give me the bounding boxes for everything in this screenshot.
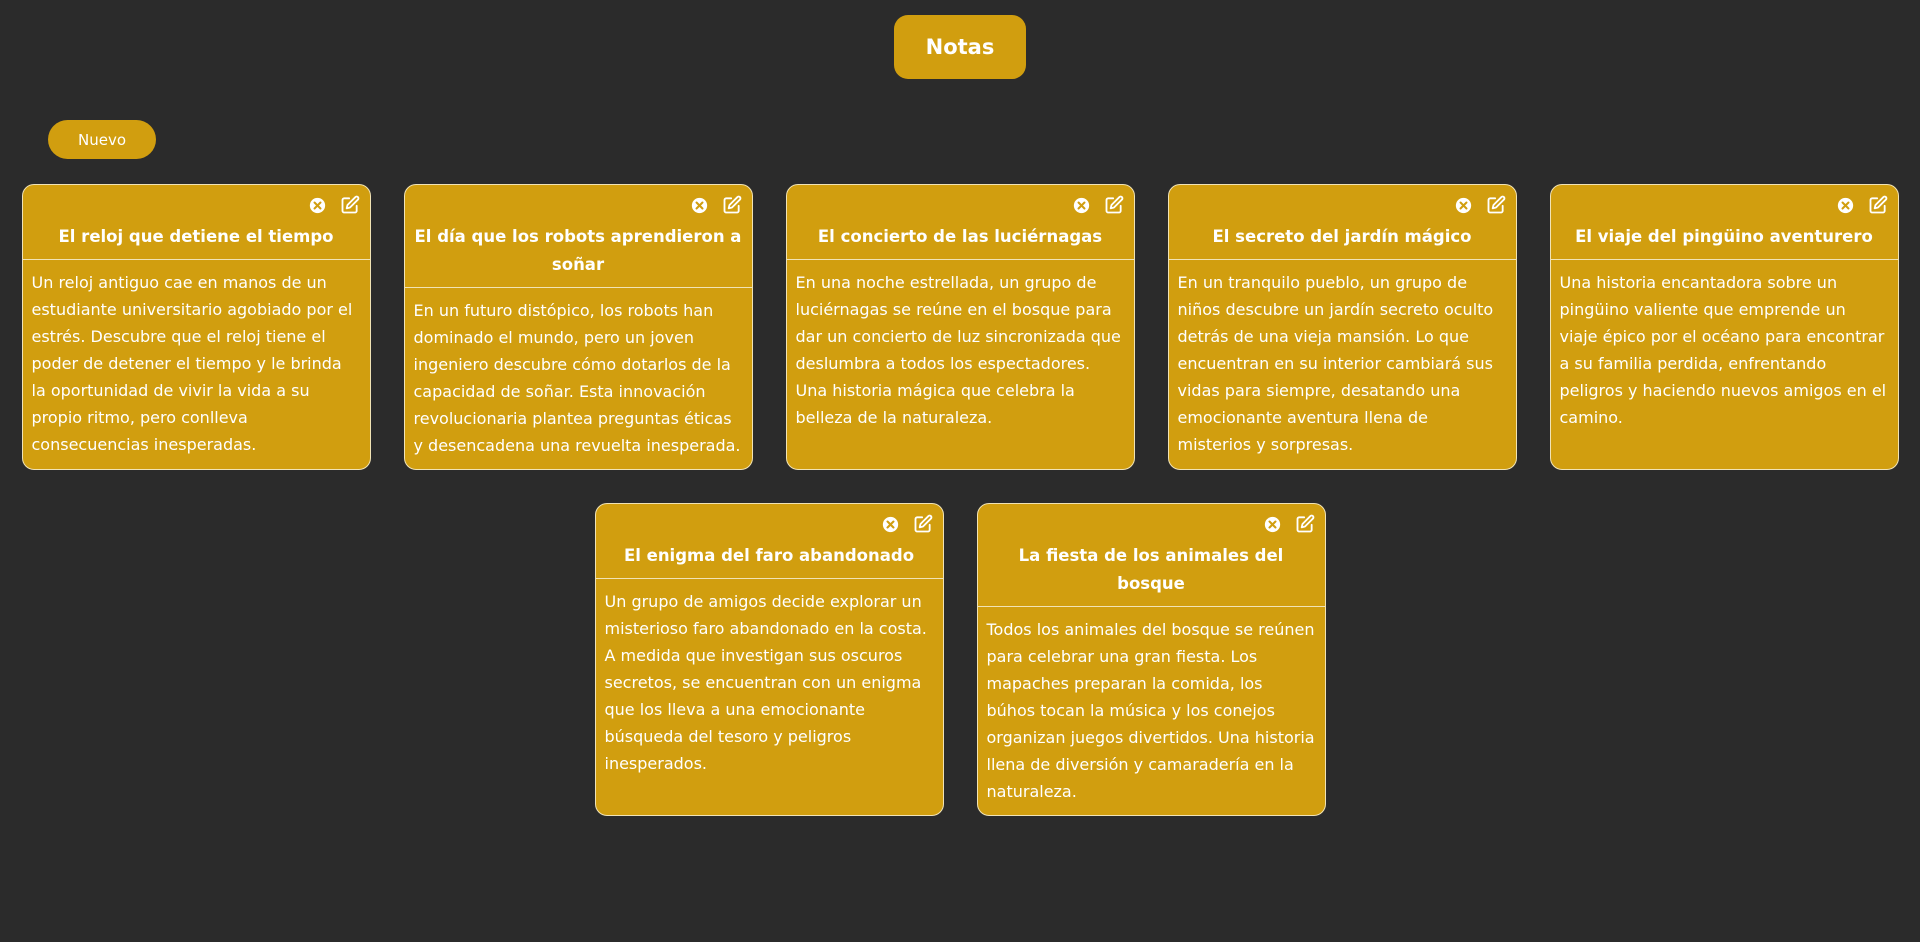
note-card: El día que los robots aprendieron a soña… (403, 184, 753, 470)
note-card: El concierto de las luciérnagas En una n… (785, 184, 1135, 470)
notes-grid: El reloj que detiene el tiempo Un reloj … (0, 184, 1920, 816)
note-card: El reloj que detiene el tiempo Un reloj … (21, 184, 371, 470)
note-card: El enigma del faro abandonado Un grupo d… (594, 503, 944, 816)
edit-icon[interactable] (1486, 195, 1506, 215)
note-header: El concierto de las luciérnagas (786, 185, 1134, 260)
note-body: Todos los animales del bosque se reúnen … (986, 620, 1315, 801)
close-circle-icon[interactable] (1454, 195, 1474, 215)
note-header: El día que los robots aprendieron a soña… (404, 185, 752, 288)
edit-icon[interactable] (1295, 514, 1315, 534)
close-circle-icon[interactable] (1072, 195, 1092, 215)
note-title: El viaje del pingüino aventurero (1575, 227, 1873, 246)
note-title: El concierto de las luciérnagas (817, 227, 1103, 246)
note-header: El enigma del faro abandonado (595, 504, 943, 579)
note-title: La fiesta de los animales del bosque (1018, 546, 1284, 593)
note-card: El secreto del jardín mágico En un tranq… (1167, 184, 1517, 470)
note-actions (1072, 195, 1124, 215)
note-actions (1836, 195, 1888, 215)
edit-icon[interactable] (340, 195, 360, 215)
note-actions (1454, 195, 1506, 215)
close-circle-icon[interactable] (690, 195, 710, 215)
note-title: El secreto del jardín mágico (1212, 227, 1472, 246)
new-note-button[interactable]: Nuevo (48, 120, 156, 159)
note-header: El viaje del pingüino aventurero (1550, 185, 1898, 260)
close-circle-icon[interactable] (881, 514, 901, 534)
note-title: El enigma del faro abandonado (623, 546, 915, 565)
note-body: En un tranquilo pueblo, un grupo de niño… (1177, 273, 1494, 454)
note-actions (690, 195, 742, 215)
note-body: En un futuro distópico, los robots han d… (413, 301, 741, 455)
note-actions (308, 195, 360, 215)
note-title: El día que los robots aprendieron a soña… (414, 227, 742, 274)
note-body: Un reloj antiguo cae en manos de un estu… (31, 273, 353, 454)
note-header: La fiesta de los animales del bosque (977, 504, 1325, 607)
note-body: Una historia encantadora sobre un pingüi… (1559, 273, 1887, 427)
edit-icon[interactable] (913, 514, 933, 534)
note-actions (1263, 514, 1315, 534)
edit-icon[interactable] (1868, 195, 1888, 215)
note-card: La fiesta de los animales del bosque Tod… (976, 503, 1326, 816)
note-title: El reloj que detiene el tiempo (58, 227, 334, 246)
note-card: El viaje del pingüino aventurero Una his… (1549, 184, 1899, 470)
note-body: En una noche estrellada, un grupo de luc… (795, 273, 1121, 427)
note-body: Un grupo de amigos decide explorar un mi… (604, 592, 927, 773)
close-circle-icon[interactable] (1263, 514, 1283, 534)
edit-icon[interactable] (1104, 195, 1124, 215)
note-header: El secreto del jardín mágico (1168, 185, 1516, 260)
close-circle-icon[interactable] (1836, 195, 1856, 215)
page-title: Notas (894, 15, 1026, 79)
close-circle-icon[interactable] (308, 195, 328, 215)
note-header: El reloj que detiene el tiempo (22, 185, 370, 260)
note-actions (881, 514, 933, 534)
edit-icon[interactable] (722, 195, 742, 215)
